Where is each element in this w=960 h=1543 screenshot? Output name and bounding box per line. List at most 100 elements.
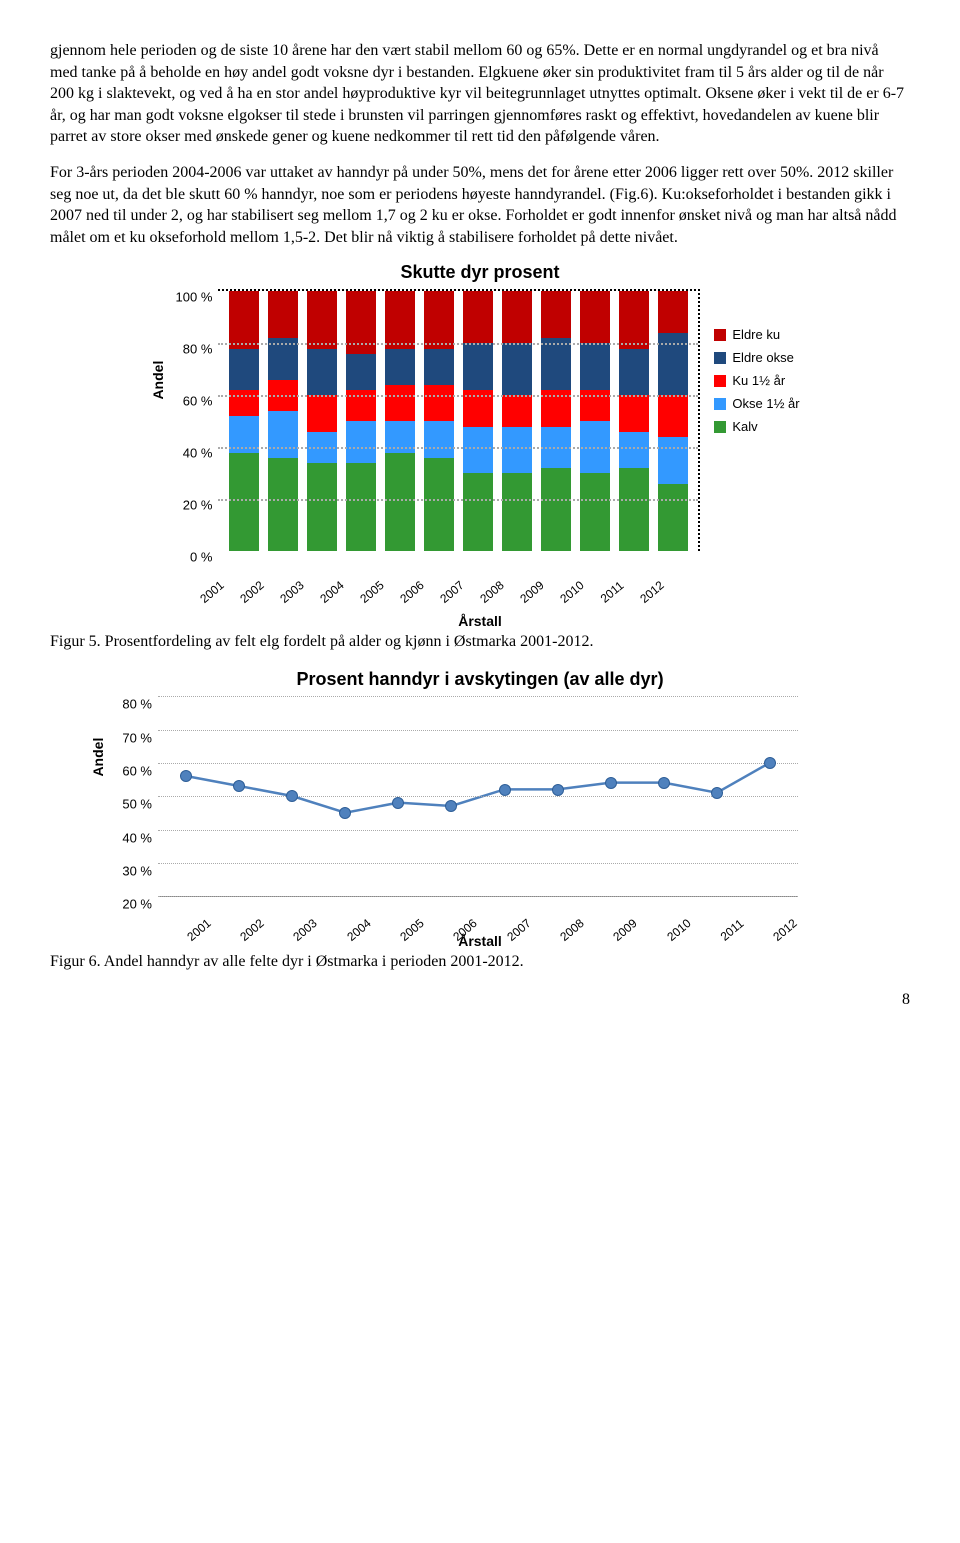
chart5-y-tick: 20 % <box>183 498 213 513</box>
chart6-marker <box>392 797 404 809</box>
chart5-legend: Eldre ku Eldre okse Ku 1½ år Okse 1½ år Kalv <box>714 319 799 442</box>
chart5-legend-item: Okse 1½ år <box>714 396 799 411</box>
chart5-segment-eldre_okse <box>619 349 649 396</box>
chart5-bar <box>463 291 493 551</box>
chart5-segment-ku <box>307 395 337 431</box>
chart5-y-label: Andel <box>150 361 166 400</box>
chart5-legend-item: Kalv <box>714 419 799 434</box>
chart5-segment-okse <box>619 432 649 468</box>
chart5-y-axis: Andel 0 %20 %40 %60 %80 %100 % <box>160 289 218 549</box>
figure6-caption: Figur 6. Andel hanndyr av alle felte dyr… <box>50 953 910 971</box>
chart6-y-tick: 50 % <box>122 797 152 812</box>
chart5-bar <box>229 291 259 551</box>
chart6-x-axis: 2001200220032004200520062007200820092010… <box>158 897 810 929</box>
chart5-segment-okse <box>658 437 688 484</box>
chart5-segment-eldre_okse <box>658 333 688 395</box>
chart5-segment-kalv <box>268 458 298 552</box>
chart6-marker <box>711 787 723 799</box>
chart5-segment-eldre_ku <box>229 291 259 348</box>
chart5-segment-kalv <box>424 458 454 552</box>
chart5-segment-okse <box>346 421 376 463</box>
chart5-y-tick: 0 % <box>190 550 212 565</box>
chart5-x-tick: 2005 <box>356 577 388 607</box>
chart6-marker <box>445 800 457 812</box>
chart5-segment-eldre_okse <box>346 354 376 390</box>
chart5-x-tick: 2012 <box>636 577 668 607</box>
chart5-segment-kalv <box>619 468 649 551</box>
legend-swatch <box>714 421 726 433</box>
chart5-segment-okse <box>424 421 454 457</box>
chart5-segment-kalv <box>385 453 415 552</box>
legend-swatch <box>714 398 726 410</box>
body-paragraph-1: gjennom hele perioden og de siste 10 åre… <box>50 40 910 148</box>
chart5-x-tick: 2001 <box>196 577 228 607</box>
chart5-segment-eldre_okse <box>463 343 493 390</box>
chart5-x-tick: 2008 <box>476 577 508 607</box>
chart5-segment-kalv <box>229 453 259 552</box>
chart5: Andel 0 %20 %40 %60 %80 %100 % Eldre kuE… <box>120 289 840 551</box>
chart5-segment-eldre_okse <box>385 349 415 385</box>
chart5-x-tick: 2003 <box>276 577 308 607</box>
chart6-y-axis: Andel 20 %30 %40 %50 %60 %70 %80 % <box>100 696 158 896</box>
chart5-segment-okse <box>268 411 298 458</box>
chart5-y-tick: 60 % <box>183 394 213 409</box>
chart5-bar <box>346 291 376 551</box>
chart5-bar <box>541 291 571 551</box>
chart5-plot-area <box>218 289 700 551</box>
chart5-segment-eldre_ku <box>619 291 649 348</box>
chart6-marker <box>552 784 564 796</box>
chart5-bar <box>385 291 415 551</box>
chart5-segment-eldre_okse <box>424 349 454 385</box>
chart6-marker <box>764 757 776 769</box>
chart5-segment-ku <box>619 395 649 431</box>
chart5-segment-kalv <box>658 484 688 552</box>
chart5-segment-eldre_okse <box>307 349 337 396</box>
legend-swatch <box>714 329 726 341</box>
chart5-x-tick: 2009 <box>516 577 548 607</box>
chart5-y-tick: 100 % <box>176 290 213 305</box>
chart5-segment-okse <box>502 427 532 474</box>
chart6-y-tick: 30 % <box>122 864 152 879</box>
chart5-segment-ku <box>385 385 415 421</box>
chart5-segment-eldre_okse <box>580 343 610 390</box>
chart6-marker <box>499 784 511 796</box>
chart6-marker <box>233 780 245 792</box>
chart6-y-tick: 40 % <box>122 830 152 845</box>
chart5-segment-okse <box>463 427 493 474</box>
legend-label: Eldre ku <box>732 327 780 342</box>
chart6-y-tick: 70 % <box>122 730 152 745</box>
legend-swatch <box>714 352 726 364</box>
chart5-bar <box>424 291 454 551</box>
chart5-x-tick: 2006 <box>396 577 428 607</box>
legend-label: Ku 1½ år <box>732 373 785 388</box>
chart5-segment-kalv <box>463 473 493 551</box>
chart5-segment-eldre_ku <box>502 291 532 343</box>
chart5-segment-eldre_okse <box>229 349 259 391</box>
legend-label: Kalv <box>732 419 757 434</box>
chart6-y-tick: 20 % <box>122 897 152 912</box>
chart5-title: Skutte dyr prosent <box>120 262 840 283</box>
chart5-legend-item: Eldre okse <box>714 350 799 365</box>
chart5-segment-ku <box>424 385 454 421</box>
chart5-bars <box>218 291 698 551</box>
legend-label: Okse 1½ år <box>732 396 799 411</box>
chart5-segment-kalv <box>541 468 571 551</box>
chart5-x-label: Årstall <box>120 613 840 629</box>
chart5-segment-eldre_ku <box>268 291 298 338</box>
chart5-bar <box>307 291 337 551</box>
chart6-line <box>186 763 770 813</box>
legend-swatch <box>714 375 726 387</box>
chart5-x-tick: 2002 <box>236 577 268 607</box>
chart5-segment-ku <box>502 395 532 426</box>
chart5-segment-ku <box>229 390 259 416</box>
legend-label: Eldre okse <box>732 350 793 365</box>
chart6-marker <box>339 807 351 819</box>
chart6-plot-area <box>158 696 798 897</box>
chart5-x-tick: 2010 <box>556 577 588 607</box>
chart5-segment-kalv <box>580 473 610 551</box>
chart5-segment-eldre_ku <box>385 291 415 348</box>
chart5-segment-eldre_ku <box>424 291 454 348</box>
chart5-segment-ku <box>658 395 688 437</box>
chart5-segment-kalv <box>346 463 376 551</box>
chart6-title: Prosent hanndyr i avskytingen (av alle d… <box>100 669 860 690</box>
